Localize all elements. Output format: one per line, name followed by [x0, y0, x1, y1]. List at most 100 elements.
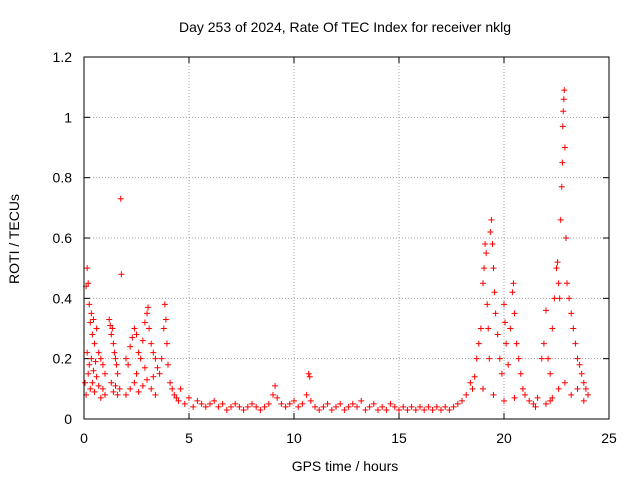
data-point: [88, 355, 95, 362]
data-point: [578, 370, 585, 377]
data-point: [123, 391, 129, 398]
y-tick-label: 0: [64, 411, 72, 427]
data-point: [154, 364, 161, 371]
y-tick-label: 0.8: [53, 170, 73, 186]
data-point: [558, 183, 565, 190]
data-point: [173, 394, 180, 401]
data-point: [116, 385, 123, 392]
data-point: [549, 394, 556, 401]
grid-lines: [84, 57, 609, 419]
data-point: [471, 373, 478, 380]
data-point: [148, 385, 155, 392]
data-point: [547, 397, 554, 404]
data-point: [337, 400, 344, 407]
chart-title: Day 253 of 2024, Rate Of TEC Index for r…: [179, 19, 511, 35]
data-point: [543, 400, 549, 407]
data-point: [433, 403, 440, 410]
x-tick-label: 20: [496, 430, 512, 446]
data-point: [324, 400, 331, 407]
data-point: [107, 322, 114, 329]
data-point: [102, 391, 108, 398]
data-point: [236, 403, 243, 410]
data-point: [156, 370, 163, 377]
data-point: [568, 391, 575, 398]
data-point: [82, 379, 89, 386]
data-point: [481, 265, 488, 272]
data-point: [480, 385, 486, 392]
data-point: [482, 241, 489, 248]
data-point: [161, 301, 168, 308]
data-point: [186, 394, 192, 401]
data-point: [576, 361, 583, 368]
data-point: [383, 406, 390, 413]
data-point: [358, 397, 365, 404]
data-point: [198, 400, 205, 407]
data-point: [463, 391, 470, 398]
data-point: [181, 400, 188, 407]
data-point: [257, 406, 264, 413]
data-point: [118, 271, 125, 278]
data-point: [274, 394, 281, 401]
data-point: [387, 400, 394, 407]
data-point: [349, 400, 356, 407]
x-tick-label: 15: [391, 430, 407, 446]
data-point: [90, 316, 97, 323]
data-point: [459, 397, 465, 404]
data-point: [543, 307, 549, 314]
data-point: [232, 400, 239, 407]
data-point: [99, 385, 106, 392]
data-point: [295, 403, 302, 410]
axis-ticks: 0 5 10 15 20 25 0 0.2 0.4 0.6 0.8 1 1.2: [53, 49, 617, 446]
data-point: [112, 382, 119, 389]
data-point: [162, 316, 169, 323]
data-point: [163, 340, 170, 347]
data-point: [362, 406, 369, 413]
data-point: [127, 385, 134, 392]
data-point: [404, 406, 411, 413]
data-point: [494, 331, 501, 338]
data-point: [530, 400, 537, 407]
data-point: [91, 388, 98, 395]
data-point: [125, 361, 132, 368]
data-point: [97, 355, 104, 362]
data-point: [446, 406, 453, 413]
data-point: [95, 382, 102, 389]
data-point: [253, 403, 260, 410]
data-point: [408, 403, 415, 410]
data-points: [82, 87, 591, 413]
data-point: [84, 265, 91, 272]
y-tick-label: 0.2: [53, 351, 73, 367]
data-point: [559, 123, 566, 130]
data-point: [89, 331, 96, 338]
data-point: [93, 325, 100, 332]
data-point: [165, 361, 171, 368]
data-point: [306, 373, 313, 380]
data-point: [86, 301, 93, 308]
data-point: [538, 355, 545, 362]
data-point: [228, 403, 234, 410]
data-point: [90, 367, 97, 374]
data-point: [282, 403, 289, 410]
data-point: [549, 325, 556, 332]
data-point: [99, 361, 106, 368]
data-point: [152, 391, 159, 398]
data-point: [114, 391, 121, 398]
data-point: [148, 340, 155, 347]
data-point: [488, 216, 495, 223]
data-point: [89, 379, 96, 386]
y-tick-label: 0.4: [53, 290, 73, 306]
data-point: [561, 87, 568, 94]
data-point: [286, 400, 293, 407]
data-point: [532, 403, 539, 410]
data-point: [570, 325, 577, 332]
data-point: [278, 400, 285, 407]
data-point: [145, 304, 152, 311]
data-point: [303, 391, 310, 398]
data-point: [515, 355, 522, 362]
data-point: [171, 391, 178, 398]
data-point: [442, 403, 449, 410]
data-point: [86, 361, 93, 368]
data-point: [580, 397, 587, 404]
data-point: [572, 340, 579, 347]
data-point: [545, 355, 552, 362]
